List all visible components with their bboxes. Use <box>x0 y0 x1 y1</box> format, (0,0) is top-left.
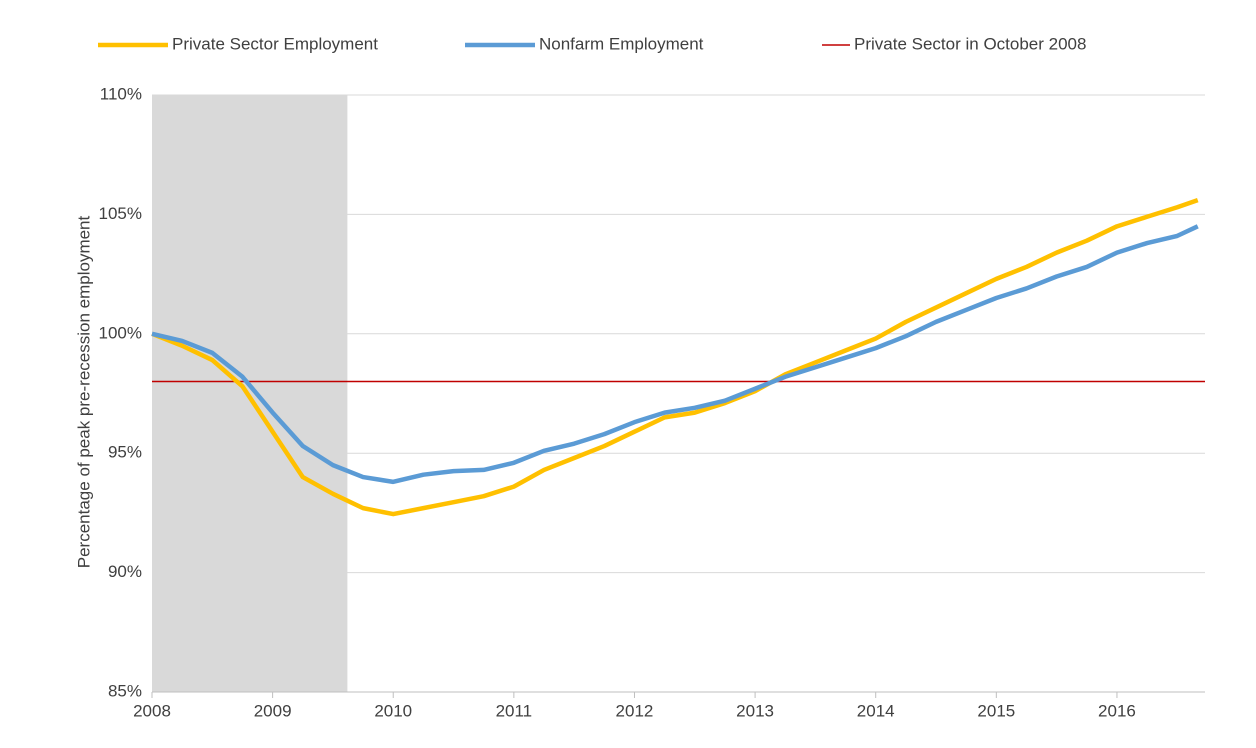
x-tick-label: 2012 <box>616 701 654 720</box>
series-line <box>151 197 1199 517</box>
legend-label: Private Sector Employment <box>172 34 378 53</box>
y-axis-label: Percentage of peak pre-recession employm… <box>74 215 93 568</box>
x-tick-label: 2010 <box>374 701 412 720</box>
y-tick-label: 90% <box>108 562 142 581</box>
x-tick-label: 2014 <box>857 701 895 720</box>
x-tick-label: 2008 <box>133 701 171 720</box>
y-tick-label: 100% <box>99 323 142 342</box>
series-line <box>151 224 1199 485</box>
x-tick-label: 2016 <box>1098 701 1136 720</box>
x-tick-label: 2009 <box>254 701 292 720</box>
x-tick-label: 2011 <box>496 701 533 720</box>
legend-label: Nonfarm Employment <box>539 34 704 53</box>
x-tick-label: 2013 <box>736 701 774 720</box>
legend-label: Private Sector in October 2008 <box>854 34 1086 53</box>
y-tick-label: 95% <box>108 443 142 462</box>
y-tick-label: 110% <box>100 84 142 103</box>
x-tick-label: 2015 <box>977 701 1015 720</box>
y-tick-label: 85% <box>108 681 142 700</box>
y-tick-label: 105% <box>99 204 142 223</box>
